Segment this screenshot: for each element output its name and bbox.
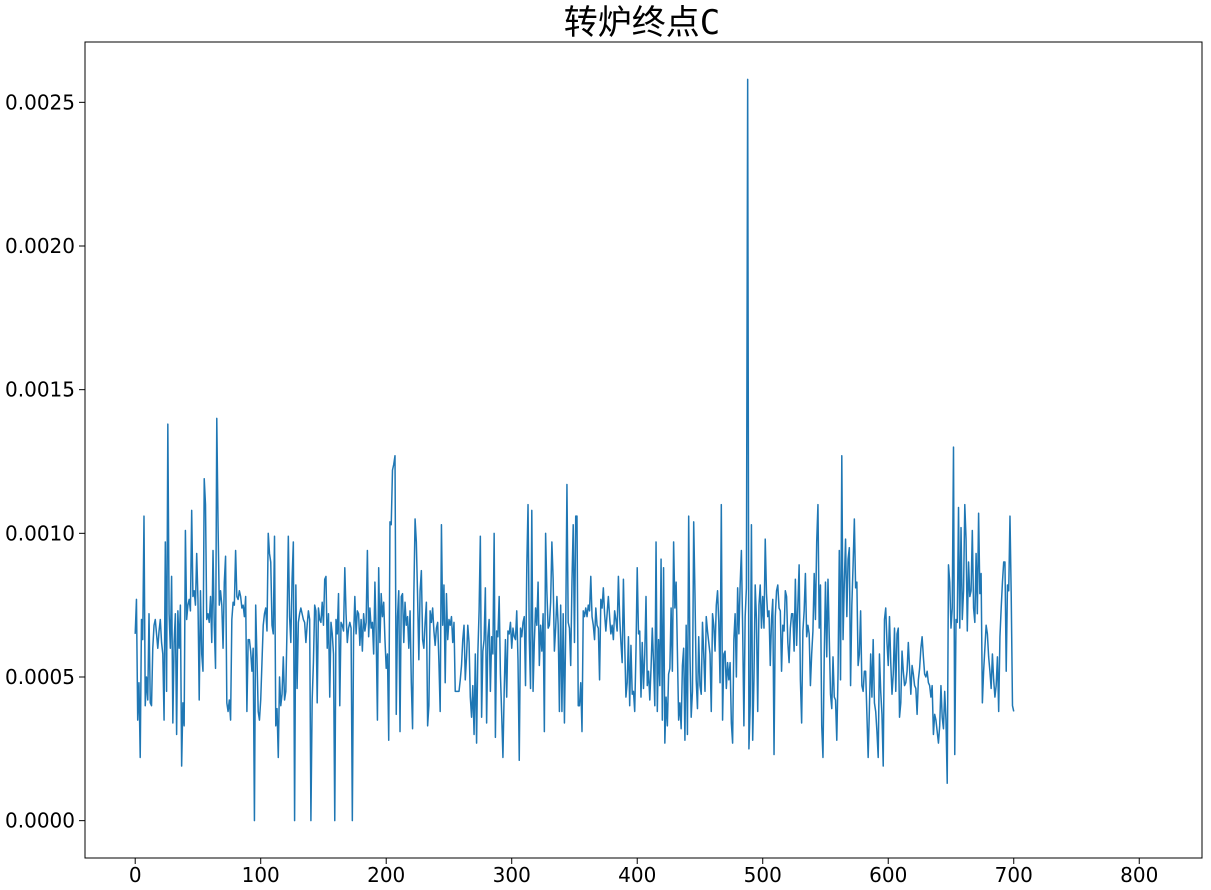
x-tick-label: 0 <box>129 863 142 887</box>
y-tick-label: 0.0005 <box>5 665 75 689</box>
x-tick-label: 300 <box>493 863 531 887</box>
x-tick-label: 600 <box>869 863 907 887</box>
y-tick-label: 0.0000 <box>5 809 75 833</box>
x-tick-label: 200 <box>367 863 405 887</box>
x-tick-label: 400 <box>618 863 656 887</box>
plot-frame <box>84 41 1203 859</box>
x-tick-label: 800 <box>1120 863 1158 887</box>
axes: 0 100 200 300 400 500 600 700 800 0.0000 0.0005 0.0… <box>5 90 1158 887</box>
y-tick-label: 0.0025 <box>5 90 75 114</box>
chart-title: 转炉终点C <box>564 3 720 43</box>
y-tick-label: 0.0010 <box>5 521 75 545</box>
x-tick-label: 100 <box>242 863 280 887</box>
x-tick-label: 500 <box>744 863 782 887</box>
x-tick-label: 700 <box>995 863 1033 887</box>
series-line <box>134 78 1015 822</box>
y-tick-label: 0.0020 <box>5 234 75 258</box>
plot-area <box>134 78 1015 822</box>
y-tick-label: 0.0015 <box>5 378 75 402</box>
